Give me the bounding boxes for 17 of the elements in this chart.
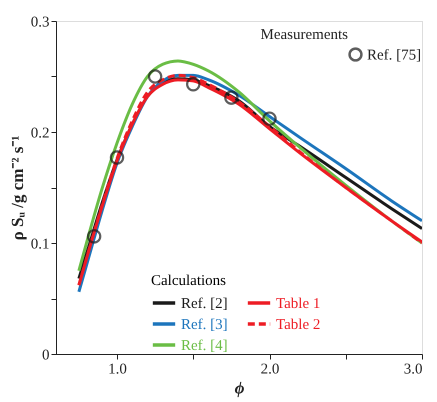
y-axis-title: ρ Sᵤ /g cm⁻² s⁻¹ [8,136,27,240]
legend-label: Ref. [75] [367,48,422,64]
legend-label: Table 2 [276,317,320,333]
legend-title: Calculations [151,273,226,289]
legend-label: Table 1 [276,296,320,312]
x-tick-label: 2.0 [260,362,280,378]
legend-label: Ref. [4] [181,338,228,354]
annotation: Measurements [260,27,348,43]
y-tick-label: 0.1 [30,236,50,252]
y-tick-label: 0.2 [30,126,50,142]
legend-label: Ref. [2] [181,296,228,312]
y-tick-label: 0 [42,348,50,364]
x-axis-title: ϕ [234,378,245,398]
x-tick-label: 3.0 [404,362,422,378]
y-tick-label: 0.3 [30,14,50,30]
legend-label: Ref. [3] [181,317,228,333]
x-tick-label: 1.0 [108,362,127,378]
